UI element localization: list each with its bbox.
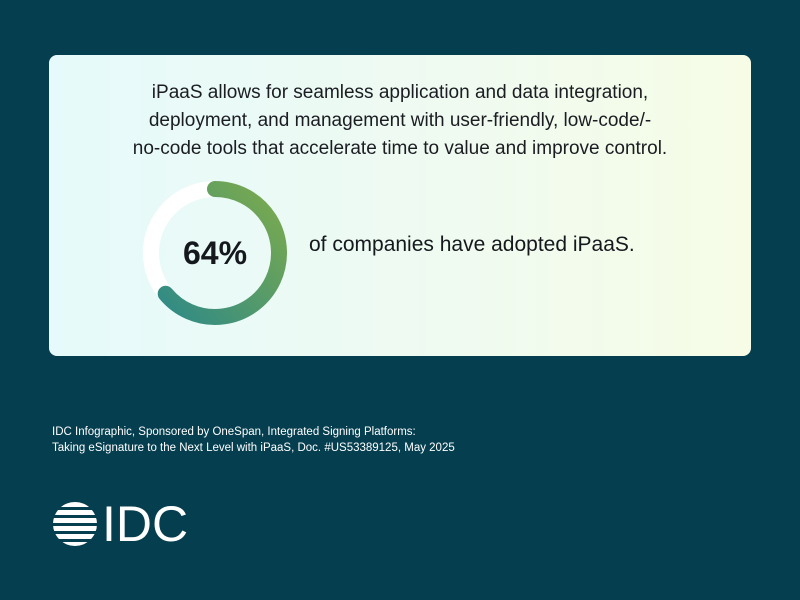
stat-card: iPaaS allows for seamless application an… <box>49 55 751 356</box>
headline-line: deployment, and management with user-fri… <box>148 110 652 131</box>
logo-wordmark: IDC <box>102 496 189 552</box>
stat-value: 64% <box>182 235 248 271</box>
source-citation: IDC Infographic, Sponsored by OneSpan, I… <box>52 424 455 456</box>
headline-line: no-code tools that accelerate time to va… <box>132 138 668 159</box>
idc-logo: IDC <box>52 496 212 552</box>
idc-globe-icon <box>53 502 97 546</box>
donut-svg <box>143 181 287 325</box>
source-line: Taking eSignature to the Next Level with… <box>52 442 455 454</box>
donut-chart: 64% <box>135 173 295 333</box>
headline-line: iPaaS allows for seamless application an… <box>151 82 649 103</box>
stat-description: of companies have adopted iPaaS. <box>309 233 635 256</box>
headline: iPaaS allows for seamless application an… <box>69 79 731 163</box>
donut-arc <box>157 181 287 325</box>
source-line: IDC Infographic, Sponsored by OneSpan, I… <box>52 426 416 438</box>
